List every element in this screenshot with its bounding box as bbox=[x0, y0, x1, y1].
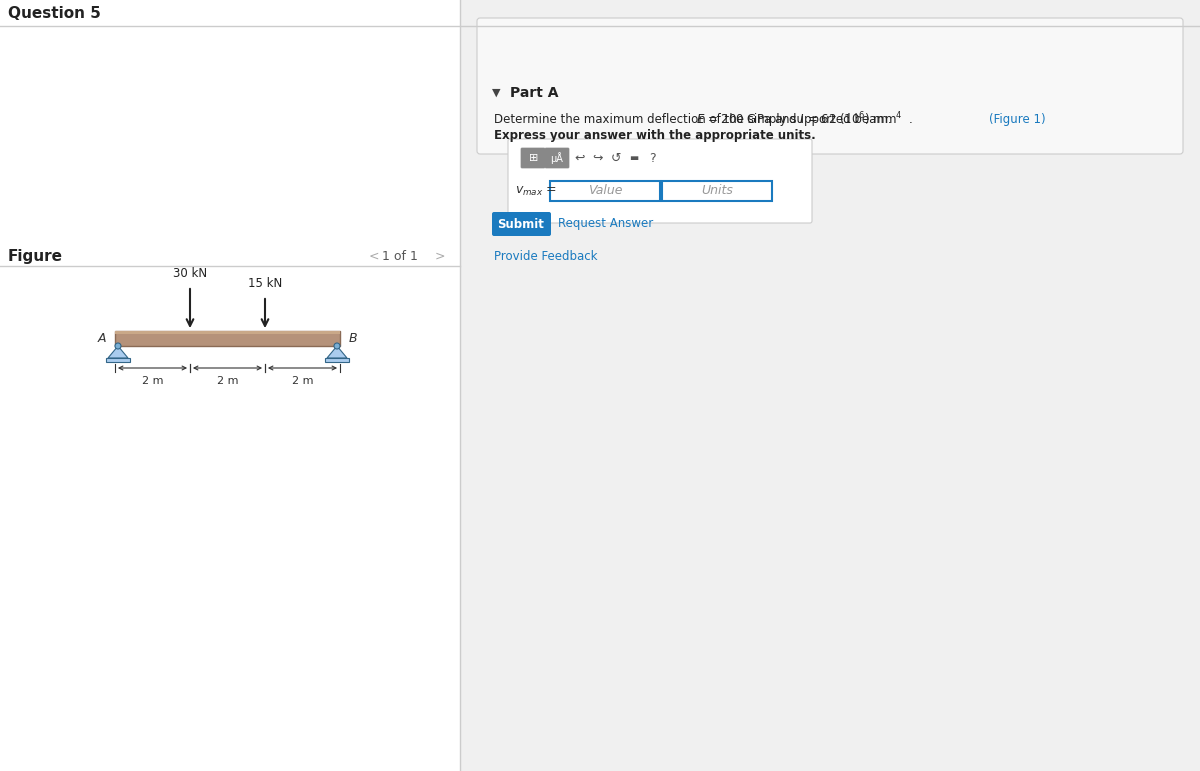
Polygon shape bbox=[108, 346, 128, 358]
Text: >: > bbox=[434, 250, 445, 262]
Text: A: A bbox=[97, 332, 106, 345]
Bar bbox=[0, 0, 460, 771]
FancyBboxPatch shape bbox=[521, 148, 545, 168]
FancyBboxPatch shape bbox=[508, 139, 812, 223]
Text: Part A: Part A bbox=[510, 86, 558, 100]
Text: Question 5: Question 5 bbox=[8, 6, 101, 22]
Text: ↺: ↺ bbox=[611, 151, 622, 164]
Bar bbox=[115, 331, 340, 334]
Text: 30 kN: 30 kN bbox=[173, 267, 208, 280]
Text: B: B bbox=[349, 332, 358, 345]
Text: ▬: ▬ bbox=[629, 153, 638, 163]
Text: (Figure 1): (Figure 1) bbox=[989, 113, 1045, 126]
Bar bbox=[460, 0, 1200, 771]
Text: ↪: ↪ bbox=[593, 151, 604, 164]
Circle shape bbox=[334, 343, 340, 349]
FancyBboxPatch shape bbox=[492, 212, 551, 236]
FancyBboxPatch shape bbox=[550, 181, 660, 201]
Text: Submit: Submit bbox=[498, 217, 545, 231]
Text: ▼: ▼ bbox=[492, 88, 500, 98]
Bar bbox=[115, 331, 340, 346]
FancyBboxPatch shape bbox=[545, 148, 569, 168]
Text: Units: Units bbox=[701, 184, 733, 197]
Text: μÅ: μÅ bbox=[551, 152, 564, 164]
Polygon shape bbox=[326, 346, 347, 358]
FancyBboxPatch shape bbox=[478, 18, 1183, 154]
Text: Express your answer with the appropriate units.: Express your answer with the appropriate… bbox=[494, 129, 816, 142]
Text: Determine the maximum deflection of the simply supported beam.: Determine the maximum deflection of the … bbox=[494, 113, 892, 126]
Text: ?: ? bbox=[649, 151, 655, 164]
Text: Provide Feedback: Provide Feedback bbox=[494, 250, 598, 262]
FancyBboxPatch shape bbox=[662, 181, 772, 201]
Text: Request Answer: Request Answer bbox=[558, 217, 653, 231]
Text: 1 of 1: 1 of 1 bbox=[382, 250, 418, 262]
Circle shape bbox=[115, 343, 121, 349]
Text: ↩: ↩ bbox=[575, 151, 586, 164]
Text: Value: Value bbox=[588, 184, 623, 197]
Text: 2 m: 2 m bbox=[217, 376, 239, 386]
Text: ⊞: ⊞ bbox=[529, 153, 539, 163]
Text: $v_{max}$ =: $v_{max}$ = bbox=[515, 184, 557, 197]
Bar bbox=[106, 358, 130, 362]
Bar bbox=[325, 358, 349, 362]
Text: 15 kN: 15 kN bbox=[248, 277, 282, 290]
Text: <: < bbox=[368, 250, 379, 262]
Text: 2 m: 2 m bbox=[142, 376, 163, 386]
Text: Figure: Figure bbox=[8, 248, 64, 264]
Text: 2 m: 2 m bbox=[292, 376, 313, 386]
Text: $E$ = 200 GPa and $I$ = 62 (10$^6$) mm$^4$  .: $E$ = 200 GPa and $I$ = 62 (10$^6$) mm$^… bbox=[696, 110, 913, 128]
